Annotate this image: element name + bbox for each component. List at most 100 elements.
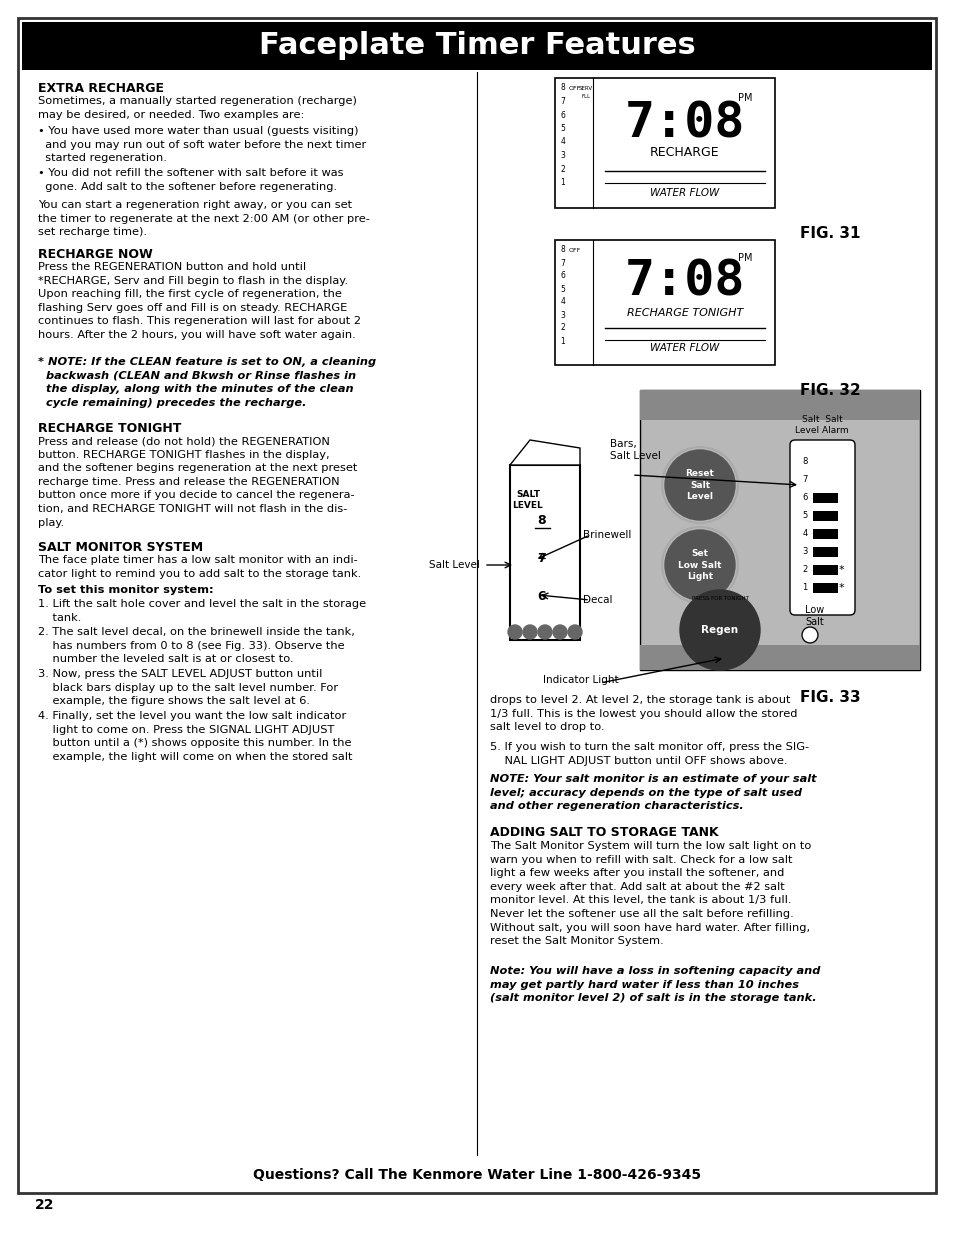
Text: Questions? Call The Kenmore Water Line 1-800-426-9345: Questions? Call The Kenmore Water Line 1… (253, 1168, 700, 1182)
Circle shape (507, 625, 521, 638)
Text: 6: 6 (801, 494, 807, 503)
Text: 7:08: 7:08 (624, 99, 744, 147)
Text: 8: 8 (537, 514, 546, 526)
Circle shape (664, 450, 734, 520)
Text: Reset
Salt
Level: Reset Salt Level (685, 469, 714, 500)
Bar (812, 564, 837, 576)
Text: 4: 4 (560, 137, 565, 147)
Bar (639, 390, 919, 420)
Bar (812, 547, 837, 557)
Text: The face plate timer has a low salt monitor with an indi-
cator light to remind : The face plate timer has a low salt moni… (38, 555, 361, 579)
Circle shape (553, 625, 566, 638)
Text: Bars,
Salt Level: Bars, Salt Level (609, 440, 660, 461)
Text: • You have used more water than usual (guests visiting)
  and you may run out of: • You have used more water than usual (g… (38, 126, 366, 163)
Text: *: * (838, 583, 842, 593)
Circle shape (537, 625, 552, 638)
Circle shape (679, 590, 760, 671)
Text: You can start a regeneration right away, or you can set
the timer to regenerate : You can start a regeneration right away,… (38, 200, 370, 237)
Bar (639, 645, 919, 671)
Circle shape (567, 625, 581, 638)
Text: FIG. 33: FIG. 33 (799, 690, 860, 705)
Text: Low
Salt: Low Salt (804, 605, 823, 627)
Text: Press and release (do not hold) the REGENERATION
button. RECHARGE TONIGHT flashe: Press and release (do not hold) the REGE… (38, 436, 357, 527)
Text: 2. The salt level decal, on the brinewell inside the tank,
    has numbers from : 2. The salt level decal, on the brinewel… (38, 627, 355, 664)
Text: 6: 6 (560, 272, 565, 280)
Text: 1. Lift the salt hole cover and level the salt in the storage
    tank.: 1. Lift the salt hole cover and level th… (38, 599, 366, 622)
Text: 8: 8 (801, 457, 807, 467)
Text: 4: 4 (560, 298, 565, 306)
Text: 4: 4 (801, 530, 807, 538)
Bar (812, 583, 837, 593)
Text: Sometimes, a manually started regeneration (recharge)
may be desired, or needed.: Sometimes, a manually started regenerati… (38, 96, 356, 120)
Text: RECHARGE TONIGHT: RECHARGE TONIGHT (626, 308, 742, 317)
Text: 3: 3 (560, 310, 565, 320)
Circle shape (664, 530, 734, 600)
Text: Set
Low Salt
Light: Set Low Salt Light (678, 550, 721, 580)
Text: 2: 2 (560, 324, 565, 332)
Text: 7: 7 (560, 98, 565, 106)
Text: 8: 8 (560, 246, 565, 254)
Text: Regen: Regen (700, 625, 738, 635)
Text: FIG. 31: FIG. 31 (799, 226, 860, 241)
Text: 1: 1 (801, 583, 807, 593)
Bar (812, 511, 837, 521)
Text: 22: 22 (35, 1198, 54, 1212)
Text: 7: 7 (560, 258, 565, 268)
Bar (555, 78, 774, 207)
Text: SALT MONITOR SYSTEM: SALT MONITOR SYSTEM (38, 541, 203, 555)
Text: The Salt Monitor System will turn the low salt light on to
warn you when to refi: The Salt Monitor System will turn the lo… (490, 841, 810, 946)
Text: WATER FLOW: WATER FLOW (650, 343, 719, 353)
Text: 6: 6 (560, 110, 565, 120)
Text: * NOTE: If the CLEAN feature is set to ON, a cleaning
  backwash (CLEAN and Bkws: * NOTE: If the CLEAN feature is set to O… (38, 357, 375, 408)
Text: PM: PM (737, 93, 752, 103)
Text: RECHARGE NOW: RECHARGE NOW (38, 248, 152, 261)
Text: OFF: OFF (568, 86, 580, 91)
Text: 6: 6 (537, 589, 546, 603)
Text: 5: 5 (560, 124, 565, 133)
Text: OFF: OFF (568, 248, 580, 253)
Bar (812, 493, 837, 503)
Text: Brinewell: Brinewell (582, 530, 631, 540)
Bar (639, 390, 919, 671)
Bar (510, 466, 579, 640)
FancyBboxPatch shape (789, 440, 854, 615)
Text: 5. If you wish to turn the salt monitor off, press the SIG-
    NAL LIGHT ADJUST: 5. If you wish to turn the salt monitor … (490, 742, 808, 766)
Text: Salt  Salt
Level Alarm: Salt Salt Level Alarm (795, 415, 848, 435)
Bar (812, 529, 837, 538)
Text: 1: 1 (560, 336, 565, 346)
Text: *: * (838, 564, 842, 576)
Text: To set this monitor system:: To set this monitor system: (38, 585, 213, 595)
Text: Indicator Light: Indicator Light (542, 676, 618, 685)
Text: 7: 7 (801, 475, 807, 484)
Text: 7:08: 7:08 (624, 258, 744, 306)
Text: 3: 3 (801, 547, 807, 557)
Text: WATER FLOW: WATER FLOW (650, 188, 719, 198)
Text: RECHARGE: RECHARGE (650, 147, 720, 159)
Text: 1: 1 (560, 178, 565, 186)
Bar (555, 240, 774, 366)
Text: FLL: FLL (580, 94, 590, 99)
Text: 3. Now, press the SALT LEVEL ADJUST button until
    black bars display up to th: 3. Now, press the SALT LEVEL ADJUST butt… (38, 669, 337, 706)
Text: NOTE: Your salt monitor is an estimate of your salt
level; accuracy depends on t: NOTE: Your salt monitor is an estimate o… (490, 774, 816, 811)
Text: 4. Finally, set the level you want the low salt indicator
    light to come on. : 4. Finally, set the level you want the l… (38, 711, 352, 762)
Text: RECHARGE TONIGHT: RECHARGE TONIGHT (38, 422, 181, 435)
Text: • You did not refill the softener with salt before it was
  gone. Add salt to th: • You did not refill the softener with s… (38, 168, 343, 191)
Text: Faceplate Timer Features: Faceplate Timer Features (258, 32, 695, 61)
Bar (22, 22, 931, 70)
Text: 3: 3 (560, 151, 565, 161)
Text: 2: 2 (560, 164, 565, 173)
Text: Decal: Decal (582, 595, 612, 605)
Text: PM: PM (737, 253, 752, 263)
Text: SALT
LEVEL: SALT LEVEL (512, 490, 543, 510)
Text: 2: 2 (801, 566, 807, 574)
Text: drops to level 2. At level 2, the storage tank is about
1/3 full. This is the lo: drops to level 2. At level 2, the storag… (490, 695, 797, 732)
Polygon shape (510, 440, 579, 466)
Text: Salt Level: Salt Level (429, 559, 479, 571)
Text: 5: 5 (560, 284, 565, 294)
Text: Press the REGENERATION button and hold until
*RECHARGE, Serv and Fill begin to f: Press the REGENERATION button and hold u… (38, 262, 360, 340)
Text: PRESS FOR TONIGHT: PRESS FOR TONIGHT (691, 595, 748, 600)
Circle shape (522, 625, 537, 638)
Text: 7: 7 (537, 552, 546, 564)
Text: 8: 8 (560, 84, 565, 93)
Text: Note: You will have a loss in softening capacity and
may get partly hard water i: Note: You will have a loss in softening … (490, 966, 820, 1003)
